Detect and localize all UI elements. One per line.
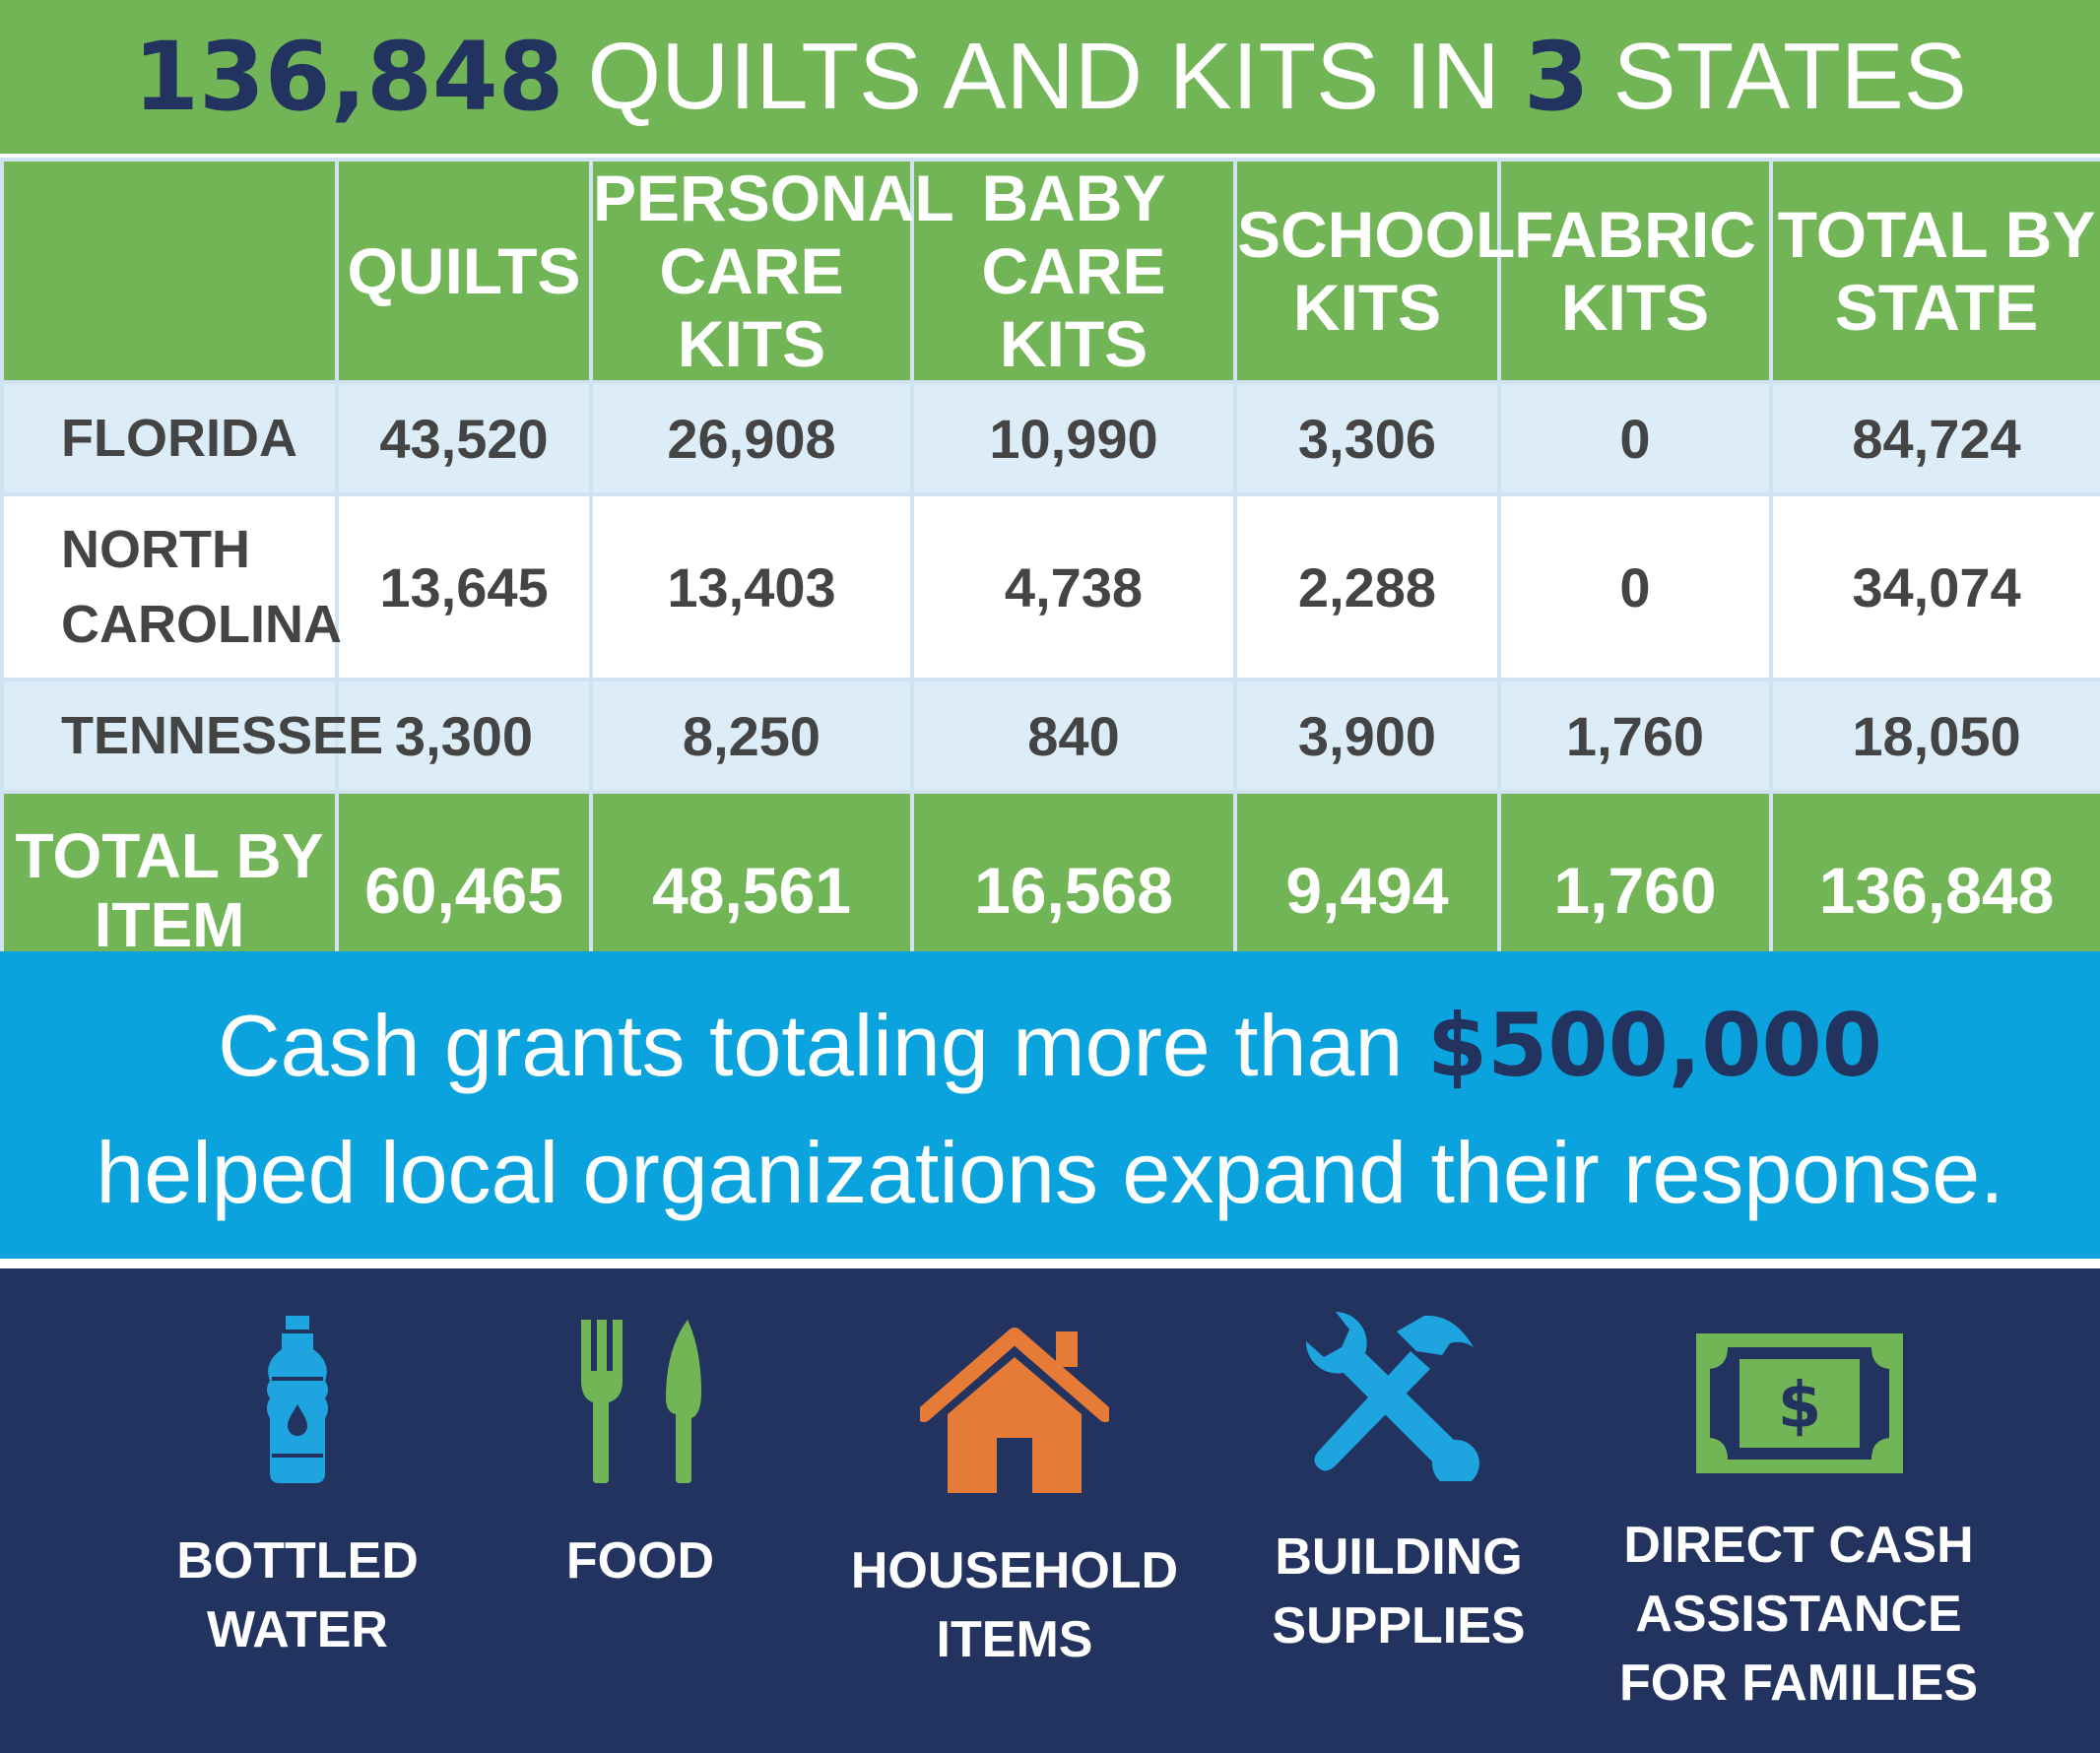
table-cell: 3,306 xyxy=(1233,380,1501,496)
svg-text:$: $ xyxy=(1778,1370,1822,1443)
column-header-school-kits: SCHOOL KITS xyxy=(1233,158,1515,384)
distribution-table: QUILTS PERSONAL CARE KITS BABY CARE KITS… xyxy=(0,158,2100,991)
column-header-baby-care-kits: BABY CARE KITS xyxy=(910,158,1237,384)
house-icon xyxy=(920,1328,1109,1493)
cash-grants-text: Cash grants totaling more than xyxy=(218,997,1404,1094)
headline-text-end: STATES xyxy=(1612,24,1967,129)
cash-icon: $ xyxy=(1696,1333,1903,1473)
table-cell: 18,050 xyxy=(1769,678,2100,794)
row-label-state: NORTH CAROLINA xyxy=(0,492,342,682)
row-label-state: FLORIDA xyxy=(0,380,339,496)
supported-needs-panel: BOTTLED WATER FOOD HOUSEHOLD ITEMS BUILD… xyxy=(0,1268,2100,1753)
need-label: DIRECT CASH ASSISTANCE FOR FAMILIES xyxy=(1619,1517,1978,1712)
table-cell: 26,908 xyxy=(589,380,914,496)
table-cell: 0 xyxy=(1497,380,1773,496)
table-cell: 13,403 xyxy=(589,492,914,682)
table-cell: 2,288 xyxy=(1233,492,1501,682)
table-cell: 0 xyxy=(1497,492,1773,682)
need-label: FOOD xyxy=(565,1532,715,1590)
need-label: BOTTLED WATER xyxy=(176,1532,419,1658)
column-header-quilts: QUILTS xyxy=(335,158,593,384)
column-header-personal-care-kits: PERSONAL CARE KITS xyxy=(589,158,954,384)
need-bottled-water: BOTTLED WATER xyxy=(91,1268,504,1753)
table-cell: 13,645 xyxy=(335,492,593,682)
column-header-total-by-state: TOTAL BY STATE xyxy=(1769,158,2100,384)
table-cell: 8,250 xyxy=(589,678,914,794)
wrench-hammer-icon xyxy=(1306,1312,1479,1481)
cash-grants-amount: $500,000 xyxy=(1426,995,1882,1096)
row-label-state: TENNESSEE xyxy=(0,678,383,794)
need-direct-cash-assistance: $ DIRECT CASH ASSISTANCE FOR FAMILIES xyxy=(1588,1268,2009,1753)
table-cell: 840 xyxy=(910,678,1237,794)
need-food: FOOD xyxy=(433,1268,847,1753)
table-cell: 4,738 xyxy=(910,492,1237,682)
cash-grants-line-2: helped local organizations expand their … xyxy=(96,1124,2004,1221)
table-cell: 3,300 xyxy=(335,678,593,794)
need-household-items: HOUSEHOLD ITEMS xyxy=(808,1268,1221,1753)
headline-text: QUILTS AND KITS IN xyxy=(587,24,1500,129)
cash-grants-line-1: Cash grants totaling more than $500,000 xyxy=(0,995,2100,1096)
water-bottle-icon xyxy=(267,1316,328,1483)
headline-state-count: 3 xyxy=(1523,22,1590,132)
fork-knife-icon xyxy=(581,1320,701,1483)
table-cell: 1,760 xyxy=(1497,678,1773,794)
need-label: BUILDING SUPPLIES xyxy=(1272,1528,1526,1655)
column-header-blank xyxy=(0,158,339,384)
table-row: FLORIDA 43,520 26,908 10,990 3,306 0 84,… xyxy=(0,380,2100,496)
headline-banner: 136,848 QUILTS AND KITS IN 3 STATES xyxy=(0,0,2100,154)
need-building-supplies: BUILDING SUPPLIES xyxy=(1192,1268,1606,1753)
table-cell: 3,900 xyxy=(1233,678,1501,794)
cash-grants-banner: Cash grants totaling more than $500,000 … xyxy=(0,951,2100,1259)
table-cell: 43,520 xyxy=(335,380,593,496)
table-cell: 34,074 xyxy=(1769,492,2100,682)
table-row: NORTH CAROLINA 13,645 13,403 4,738 2,288… xyxy=(0,492,2100,682)
table-row: TENNESSEE 3,300 8,250 840 3,900 1,760 18… xyxy=(0,678,2100,794)
table-header-row: QUILTS PERSONAL CARE KITS BABY CARE KITS… xyxy=(0,158,2100,384)
table-cell: 84,724 xyxy=(1769,380,2100,496)
headline-total-count: 136,848 xyxy=(133,22,564,132)
column-header-fabric-kits: FABRIC KITS xyxy=(1497,158,1773,384)
need-label: HOUSEHOLD ITEMS xyxy=(850,1542,1179,1668)
table-cell: 10,990 xyxy=(910,380,1237,496)
